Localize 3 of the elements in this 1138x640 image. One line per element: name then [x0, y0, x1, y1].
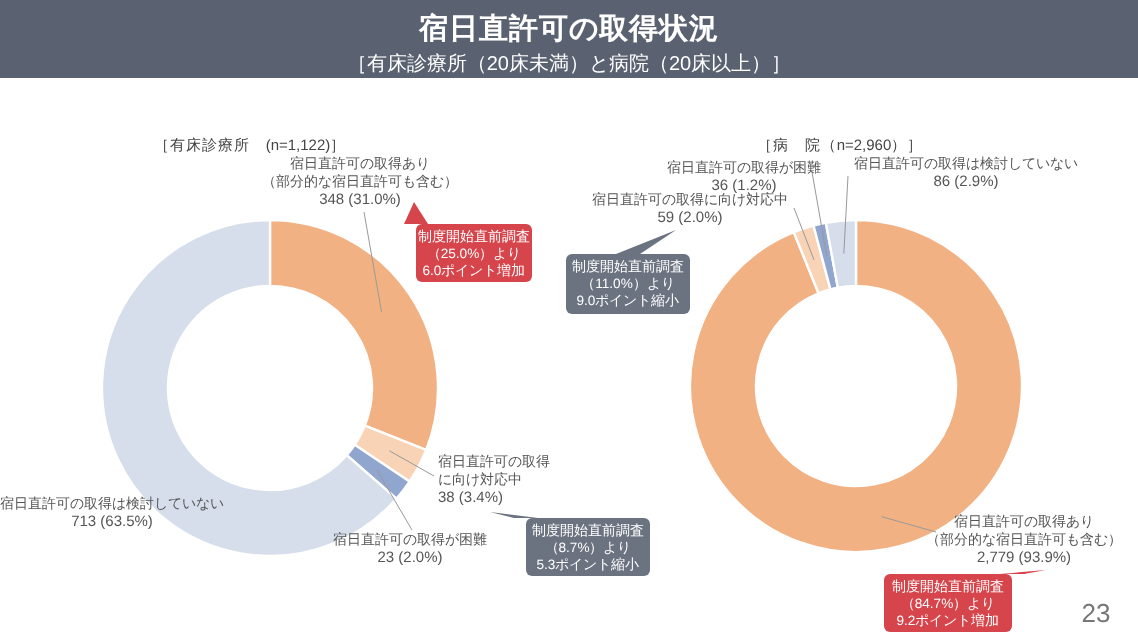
- text: 23: [1081, 598, 1111, 628]
- chart-title: 宿日直許可の取得状況: [417, 10, 719, 46]
- chart-subtitle: ［有床診療所（20床未満）と病院（20床以上）］: [346, 52, 792, 76]
